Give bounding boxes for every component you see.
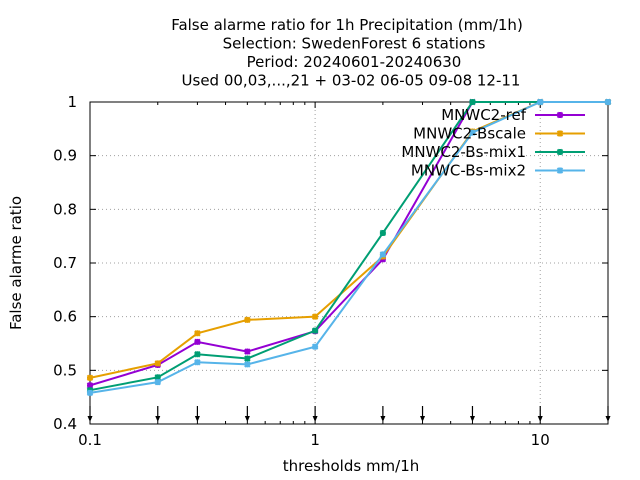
title-line: False alarme ratio for 1h Precipitation … (171, 16, 523, 34)
legend-label: MNWC2-Bs-mix1 (401, 143, 526, 161)
threshold-arrow-icon (87, 406, 93, 422)
series-1 (86, 98, 612, 389)
legend: MNWC2-refMNWC2-BscaleMNWC2-Bs-mix1MNWC-B… (401, 106, 585, 180)
data-point (154, 374, 161, 381)
data-point (311, 343, 319, 350)
data-point (311, 313, 319, 320)
series-line (89, 101, 608, 394)
threshold-arrow-icon (380, 406, 386, 422)
x-tick-label: 10 (531, 431, 550, 449)
y-tick-label: 0.4 (53, 415, 77, 433)
threshold-arrow-icon (420, 406, 426, 422)
threshold-arrow-icon (155, 406, 161, 422)
data-point (194, 359, 201, 366)
data-point (244, 361, 251, 368)
data-point (537, 98, 544, 106)
threshold-arrow-icon (469, 406, 475, 422)
legend-marker (556, 167, 564, 174)
data-point (154, 378, 161, 386)
title-line: Period: 20240601-20240630 (247, 53, 462, 71)
legend-marker (556, 111, 564, 119)
data-point (244, 316, 251, 324)
chart-title: False alarme ratio for 1h Precipitation … (171, 16, 523, 90)
data-point (244, 355, 251, 362)
legend-marker (556, 148, 564, 156)
series-4 (86, 98, 612, 397)
series-line (89, 101, 608, 387)
data-point (469, 129, 476, 136)
data-point (379, 251, 387, 258)
legend-label: MNWC2-ref (441, 106, 526, 124)
series-3 (86, 98, 612, 394)
title-line: Selection: SwedenForest 6 stations (223, 35, 486, 53)
data-point (244, 348, 251, 355)
series-line (89, 101, 608, 392)
data-point (379, 229, 387, 237)
threshold-arrow-icon (244, 406, 250, 422)
data-point (86, 389, 94, 397)
grid (90, 102, 608, 424)
legend-label: MNWC-Bs-mix2 (411, 162, 526, 180)
data-point (604, 98, 612, 106)
x-tick-label: 0.1 (78, 431, 102, 449)
data-point (194, 338, 201, 346)
x-axis-label: thresholds mm/1h (283, 457, 420, 475)
data-point (154, 360, 161, 367)
data-point (194, 330, 201, 337)
title-line: Used 00,03,...,21 + 03-02 06-05 09-08 12… (182, 72, 521, 90)
threshold-arrow-icon (605, 406, 611, 422)
data-point (194, 351, 201, 358)
threshold-markers (87, 406, 611, 422)
data-point (311, 327, 319, 334)
threshold-arrow-icon (537, 406, 543, 422)
data-point (86, 382, 94, 389)
y-tick-label: 0.9 (53, 147, 77, 165)
x-tick-label: 1 (310, 431, 320, 449)
data-point (86, 374, 94, 382)
axis-ticks: 0.4 0.5 0.6 0.7 0.8 0.9 1 0.1 1 10 (53, 93, 608, 449)
y-tick-label: 1 (67, 93, 77, 111)
threshold-arrow-icon (194, 406, 200, 422)
threshold-arrow-icon (312, 406, 318, 422)
y-tick-label: 0.5 (53, 361, 77, 379)
series-layer (86, 98, 612, 397)
y-tick-label: 0.7 (53, 254, 77, 272)
series-line (89, 101, 608, 379)
y-tick-label: 0.6 (53, 308, 77, 326)
y-axis-label: False alarme ratio (7, 196, 25, 330)
series-2 (86, 98, 612, 382)
legend-label: MNWC2-Bscale (413, 125, 526, 143)
legend-marker (556, 130, 564, 137)
data-point (469, 98, 476, 106)
y-tick-label: 0.8 (53, 200, 77, 218)
